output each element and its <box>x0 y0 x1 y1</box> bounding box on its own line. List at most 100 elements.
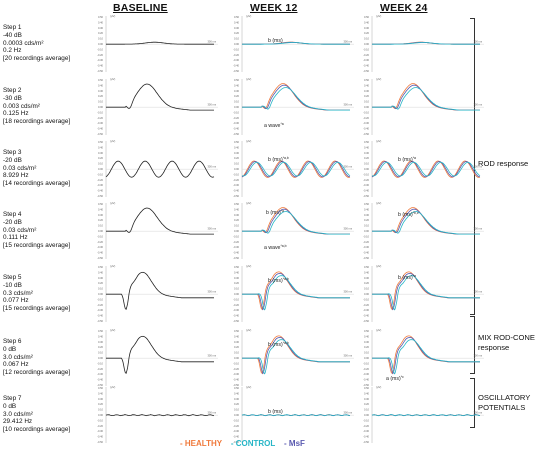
panel-step3-col1: 0.500.40 0.300.20 0.100.00-0.10 -0.20-0.30 -… <box>233 139 354 198</box>
trace-control <box>372 340 480 374</box>
time-label: 300 ms <box>473 165 482 169</box>
y-tick-label: -0.40 <box>363 251 369 255</box>
trace-control <box>242 88 350 111</box>
y-tick-label: -0.50 <box>363 194 369 198</box>
y-tick-label: 0.30 <box>234 26 240 30</box>
annotation-a-wave: a wave*a <box>264 122 284 129</box>
y-tick-label: -0.30 <box>97 372 103 376</box>
y-tick-label: 0.50 <box>98 140 104 144</box>
panel-step2-col2: 0.500.400.300.200.100.00-0.10-0.20-0.30-… <box>363 77 484 136</box>
unit-label: (µV) <box>110 201 115 205</box>
annotation-b-ms: b (ms)*a <box>266 209 284 216</box>
annotation-b-ms: b (ms)*a,b <box>268 156 289 163</box>
y-tick-label: 0.20 <box>234 345 240 349</box>
y-tick-label: 0.30 <box>234 89 240 93</box>
y-tick-label: 0.00 <box>364 292 370 296</box>
y-tick-label: -0.50 <box>97 319 103 323</box>
panel-step2-col0: 0.500.400.300.200.100.00-0.10-0.20-0.30-… <box>97 77 218 136</box>
annotation-b-ms-sup: *a,b <box>283 277 289 281</box>
y-tick-label: 0.40 <box>364 20 370 24</box>
annotation-b-ms-sup: *a,b <box>283 156 289 160</box>
y-tick-label: 0.30 <box>364 340 370 344</box>
time-label: 300 ms <box>473 40 482 44</box>
y-tick-label: -0.30 <box>97 245 103 249</box>
y-tick-label: 0.10 <box>98 408 104 412</box>
y-tick-label: -0.20 <box>97 367 103 371</box>
y-tick-label: -0.20 <box>363 303 369 307</box>
y-tick-label: -0.10 <box>363 297 369 301</box>
legend-msf: - MsF <box>284 439 305 448</box>
y-tick-label: 0.00 <box>234 292 240 296</box>
y-tick-label: 0.50 <box>364 329 370 333</box>
y-tick-label: 0.10 <box>234 351 240 355</box>
y-tick-label: -0.20 <box>233 303 239 307</box>
y-tick-label: 0.30 <box>364 26 370 30</box>
unit-label: (µV) <box>246 139 251 143</box>
y-tick-label: -0.20 <box>97 240 103 244</box>
y-tick-label: -0.10 <box>363 172 369 176</box>
y-tick-label: 0.00 <box>98 356 104 360</box>
y-tick-label: -0.50 <box>233 256 239 260</box>
y-tick-label: 0.20 <box>234 31 240 35</box>
y-tick-label: -0.40 <box>97 127 103 131</box>
panel-step1-col2: 0.500.400.300.200.100.00-0.10-0.20-0.30-… <box>363 14 484 73</box>
y-tick-label: 0.00 <box>234 167 240 171</box>
y-tick-label: -0.40 <box>233 435 239 439</box>
y-tick-label: -0.40 <box>233 251 239 255</box>
trace-control <box>242 415 350 416</box>
y-tick-label: 0.20 <box>364 156 370 160</box>
y-tick-label: 0.00 <box>234 356 240 360</box>
y-tick-label: 0.50 <box>364 202 370 206</box>
time-label: 300 ms <box>343 103 352 107</box>
y-tick-label: 0.20 <box>234 94 240 98</box>
y-tick-label: 0.50 <box>98 265 104 269</box>
y-tick-label: -0.20 <box>97 53 103 57</box>
y-tick-label: 0.00 <box>98 413 104 417</box>
y-tick-label: -0.50 <box>363 440 369 444</box>
panel-step2-col1: 0.500.40 0.300.20 0.100.00-0.10 -0.20-0.30 -… <box>233 77 354 136</box>
y-tick-label: -0.50 <box>97 132 103 136</box>
y-tick-label: 0.00 <box>364 42 370 46</box>
y-tick-label: 0.00 <box>98 229 104 233</box>
y-tick-label: -0.30 <box>97 308 103 312</box>
y-tick-label: -0.20 <box>97 424 103 428</box>
unit-label: (µV) <box>376 264 381 268</box>
y-tick-label: 0.00 <box>234 105 240 109</box>
y-tick-label: -0.20 <box>97 116 103 120</box>
y-tick-label: -0.30 <box>233 429 239 433</box>
y-tick-label: 0.50 <box>98 386 104 390</box>
y-tick-label: 0.50 <box>98 15 104 19</box>
y-tick-label: 0.10 <box>98 37 104 41</box>
unit-label: (µV) <box>376 385 381 389</box>
unit-label: (µV) <box>376 201 381 205</box>
y-tick-label: -0.50 <box>97 256 103 260</box>
time-label: 300 ms <box>473 290 482 294</box>
y-tick-label: 0.10 <box>364 408 370 412</box>
y-tick-label: -0.30 <box>363 372 369 376</box>
y-tick-label: -0.10 <box>233 234 239 238</box>
y-tick-label: -0.50 <box>233 69 239 73</box>
y-tick-label: -0.50 <box>363 256 369 260</box>
y-tick-label: 0.40 <box>98 20 104 24</box>
y-tick-label: -0.10 <box>233 418 239 422</box>
trace-control <box>372 43 480 45</box>
time-label: 300 ms <box>473 354 482 358</box>
y-tick-label: 0.30 <box>364 89 370 93</box>
annotation-week24-sup: *c <box>401 375 404 379</box>
unit-label: (µV) <box>376 14 381 18</box>
trace-control <box>372 212 480 235</box>
y-tick-label: 0.10 <box>234 408 240 412</box>
y-tick-label: 0.30 <box>98 89 104 93</box>
y-tick-label: -0.10 <box>97 297 103 301</box>
y-tick-label: 0.00 <box>364 356 370 360</box>
time-label: 300 ms <box>473 103 482 107</box>
y-tick-label: 0.20 <box>98 156 104 160</box>
unit-label: (µV) <box>376 328 381 332</box>
unit-label: (µV) <box>110 77 115 81</box>
y-tick-label: 0.00 <box>364 413 370 417</box>
y-tick-label: 0.40 <box>98 391 104 395</box>
trace-control <box>242 340 350 374</box>
y-tick-label: 0.50 <box>364 78 370 82</box>
unit-label: (µV) <box>376 139 381 143</box>
